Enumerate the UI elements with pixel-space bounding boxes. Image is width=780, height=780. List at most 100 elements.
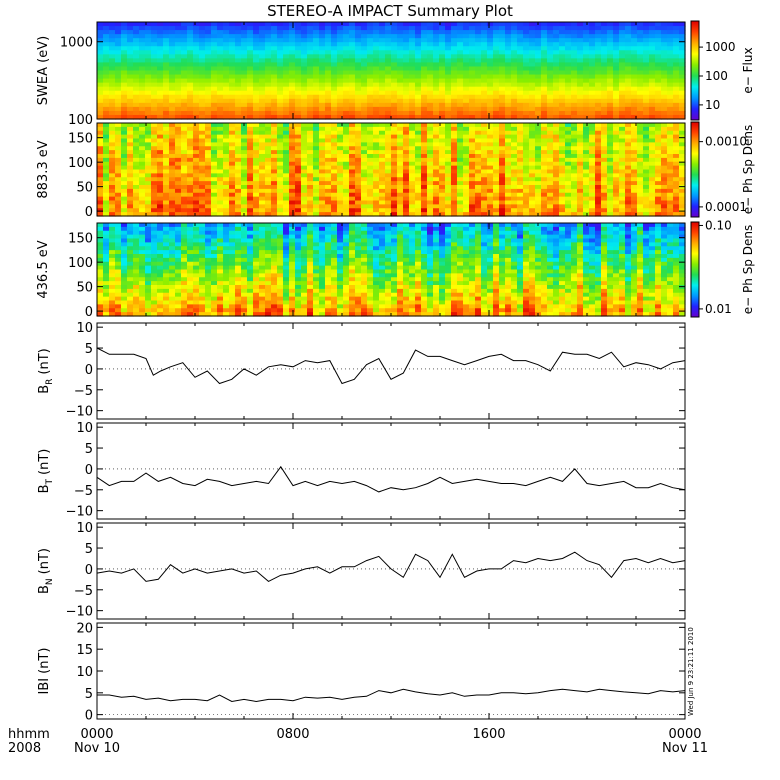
spectrogram-cell [289,94,296,100]
spectrogram-cell [283,74,290,80]
spectrogram-cell [163,86,170,92]
spectrogram-cell [289,196,296,202]
spectrogram-cell [313,123,320,128]
spectrogram-cell [643,106,650,112]
spectrogram-cell [121,50,128,55]
spectrogram-cell [433,70,440,76]
spectrogram-cell [457,114,464,120]
spectrogram-cell [643,102,650,108]
spectrogram-cell [331,177,338,182]
spectrogram-cell [121,208,128,213]
spectrogram-cell [589,161,596,167]
spectrogram-cell [427,98,434,104]
spectrogram-cell [283,50,290,55]
spectrogram-cell [169,22,176,27]
spectrogram-cell [199,130,206,136]
spectrogram-cell [517,165,524,171]
spectrogram-cell [229,98,236,104]
spectrogram-cell [457,46,464,51]
spectrogram-cell [367,30,374,35]
spectrogram-cell [619,34,626,39]
spectrogram-cell [451,78,458,84]
spectrogram-cell [313,38,320,43]
spectrogram-cell [589,177,596,182]
spectrogram-cell [409,212,416,217]
spectrogram-cell [661,185,668,190]
spectrogram-cell [307,46,314,51]
spectrogram-cell [355,26,362,31]
spectrogram-cell [163,123,170,128]
spectrogram-cell [331,212,338,217]
spectrogram-cell [319,134,326,140]
spectrogram-cell [121,188,128,194]
spectrogram-cell [361,138,368,143]
spectrogram-cell [499,188,506,194]
spectrogram-cell [211,173,218,178]
spectrogram-cell [529,50,536,55]
spectrogram-cell [175,169,182,174]
spectrogram-cell [109,98,116,104]
spectrogram-cell [517,58,524,64]
spectrogram-cell [109,62,116,68]
spectrogram-cell [139,62,146,68]
spectrogram-cell [379,154,386,159]
spectrogram-cell [589,138,596,143]
spectrogram-cell [283,165,290,171]
spectrogram-cell [133,157,140,163]
spectrogram-cell [295,126,302,132]
spectrogram-cell [637,169,644,174]
spectrogram-cell [679,98,686,104]
spectrogram-cell [241,157,248,163]
spectrogram-cell [601,196,608,202]
spectrogram-cell [451,208,458,213]
spectrogram-cell [283,204,290,209]
spectrogram-cell [535,200,542,205]
spectrogram-cell [679,123,686,128]
spectrogram-cell [139,123,146,128]
spectrogram-cell [631,185,638,190]
spectrogram-cell [553,138,560,143]
spectrogram-cell [469,94,476,100]
y-tick-label: 100 [68,113,93,128]
spectrogram-cell [343,30,350,35]
spectrogram-cell [193,169,200,174]
spectrogram-cell [601,62,608,68]
spectrogram-cell [217,188,224,194]
spectrogram-cell [673,173,680,178]
spectrogram-cell [529,161,536,167]
spectrogram-cell [313,142,320,147]
spectrogram-cell [133,54,140,59]
spectrogram-cell [259,192,266,198]
spectrogram-cell [163,134,170,140]
spectrogram-cell [355,98,362,104]
spectrogram-cell [343,70,350,76]
spectrogram-cell [565,98,572,104]
spectrogram-cell [625,46,632,51]
spectrogram-cell [121,238,128,243]
spectrogram-cell [265,192,272,198]
spectrogram-cell [475,34,482,39]
spectrogram-cell [475,161,482,167]
spectrogram-cell [361,157,368,163]
spectrogram-cell [163,82,170,88]
spectrogram-cell [499,98,506,104]
spectrogram-cell [661,177,668,182]
spectrogram-cell [301,74,308,80]
spectrogram-cell [283,169,290,174]
spectrogram-cell [679,66,686,72]
spectrogram-cell [523,126,530,132]
spectrogram-cell [655,110,662,116]
spectrogram-cell [613,177,620,182]
spectrogram-cell [181,134,188,140]
spectrogram-cell [643,130,650,136]
spectrogram-cell [355,46,362,51]
spectrogram-cell [121,230,128,236]
spectrogram-cell [97,285,104,290]
spectrogram-cell [157,70,164,76]
spectrogram-cell [325,142,332,147]
spectrogram-cell [175,106,182,112]
spectrogram-cell [631,62,638,68]
spectrogram-cell [193,150,200,155]
spectrogram-cell [469,90,476,96]
spectrogram-cell [103,204,110,209]
